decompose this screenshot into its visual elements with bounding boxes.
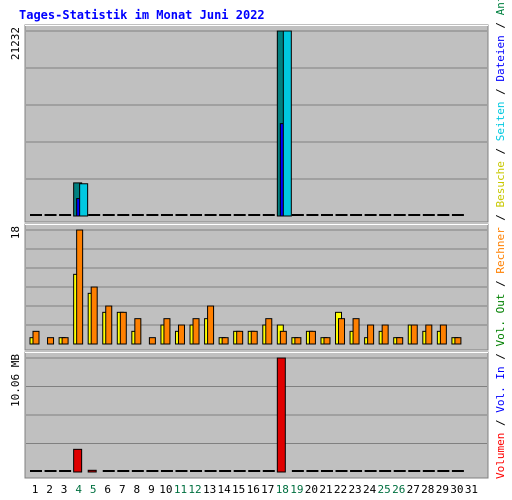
bar-rechner-day-27 <box>410 324 418 345</box>
x-tick-label-day-6: 6 <box>104 483 111 496</box>
x-tick-label-day-9: 9 <box>148 483 155 496</box>
bar-rechner-day-25 <box>381 324 389 345</box>
legend-item: Rechner <box>494 227 507 274</box>
bar-rechner-day-12 <box>192 318 200 345</box>
bar-rechner-day-2 <box>47 337 55 345</box>
x-tick-label-day-27: 27 <box>407 483 420 496</box>
legend-separator: / <box>494 413 507 433</box>
legend-item: Volumen <box>494 433 507 479</box>
legend-item: Seiten <box>494 101 507 141</box>
legend-separator: / <box>494 207 507 227</box>
bar-rechner-day-24 <box>367 324 375 345</box>
bar-volumen-day-4 <box>73 448 83 473</box>
legend-item: Vol. Out <box>494 294 507 347</box>
legend-item: Besuche <box>494 161 507 207</box>
panel-hits: 21232 <box>9 24 489 223</box>
bar-rechner-day-13 <box>207 305 215 345</box>
x-tick-label-day-25: 25 <box>378 483 391 496</box>
bar-rechner-day-20 <box>308 330 316 345</box>
panel-volume: 10.06 MB <box>9 351 489 479</box>
legend-separator: / <box>494 347 507 367</box>
bar-rechner-day-21 <box>323 337 331 345</box>
x-tick-label-day-3: 3 <box>61 483 68 496</box>
bar-rechner-day-14 <box>221 337 229 345</box>
x-tick-label-day-16: 16 <box>247 483 260 496</box>
panel-background <box>24 24 489 223</box>
x-tick-label-day-15: 15 <box>232 483 245 496</box>
panel-visits: 18 <box>9 223 489 351</box>
bar-rechner-day-1 <box>32 330 40 345</box>
x-tick-label-day-18: 18 <box>276 483 289 496</box>
x-tick-label-day-19: 19 <box>290 483 303 496</box>
legend-item: Anfragen <box>494 0 507 15</box>
x-tick-label-day-17: 17 <box>261 483 274 496</box>
legend: Volumen / Vol. In / Vol. Out / Rechner /… <box>494 0 507 479</box>
legend-item: Dateien <box>494 35 507 81</box>
x-tick-label-day-28: 28 <box>421 483 434 496</box>
x-tick-label-day-10: 10 <box>159 483 172 496</box>
bar-rechner-day-19 <box>294 337 302 345</box>
x-tick-label-day-8: 8 <box>134 483 141 496</box>
x-tick-label-day-22: 22 <box>334 483 347 496</box>
bar-rechner-day-11 <box>177 324 185 345</box>
bar-rechner-day-8 <box>134 318 142 345</box>
x-tick-label-day-21: 21 <box>319 483 332 496</box>
chart-title: Tages-Statistik im Monat Juni 2022 <box>19 8 265 22</box>
x-tick-label-day-11: 11 <box>174 483 187 496</box>
bar-rechner-day-22 <box>338 318 346 345</box>
bar-rechner-day-6 <box>105 305 113 345</box>
x-tick-label-day-13: 13 <box>203 483 216 496</box>
x-tick-label-day-7: 7 <box>119 483 126 496</box>
bar-rechner-day-17 <box>265 318 273 345</box>
bar-rechner-day-16 <box>250 330 258 345</box>
x-tick-label-day-2: 2 <box>46 483 53 496</box>
x-tick-label-day-24: 24 <box>363 483 377 496</box>
bar-rechner-day-5 <box>90 286 98 345</box>
legend-separator: / <box>494 82 507 102</box>
x-tick-label-day-5: 5 <box>90 483 97 496</box>
bar-rechner-day-28 <box>425 324 433 345</box>
bar-seiten-day-18 <box>282 30 292 217</box>
bar-rechner-day-10 <box>163 318 171 345</box>
bar-rechner-day-23 <box>352 318 360 345</box>
bar-rechner-day-26 <box>396 337 404 345</box>
legend-separator: / <box>494 274 507 294</box>
x-tick-label-day-4: 4 <box>75 483 82 496</box>
bar-rechner-day-18 <box>279 330 287 345</box>
bar-rechner-day-15 <box>236 330 244 345</box>
x-tick-label-day-31: 31 <box>465 483 478 496</box>
bar-rechner-day-30 <box>454 337 462 345</box>
bar-rechner-day-7 <box>119 311 127 345</box>
y-axis-max-label: 18 <box>9 226 22 239</box>
bar-rechner-day-3 <box>61 337 69 345</box>
x-tick-label-day-1: 1 <box>32 483 39 496</box>
bar-volumen-day-18 <box>276 357 286 473</box>
x-tick-label-day-14: 14 <box>218 483 232 496</box>
y-axis-max-label: 10.06 MB <box>9 354 22 407</box>
y-axis-max-label: 21232 <box>9 27 22 60</box>
bar-rechner-day-4 <box>76 229 84 345</box>
legend-separator: / <box>494 15 507 35</box>
legend-separator: / <box>494 141 507 161</box>
x-tick-label-day-30: 30 <box>450 483 463 496</box>
x-tick-label-day-23: 23 <box>348 483 361 496</box>
x-tick-label-day-12: 12 <box>188 483 201 496</box>
bar-volumen-day-5 <box>87 469 97 473</box>
x-tick-label-day-29: 29 <box>436 483 449 496</box>
bar-rechner-day-29 <box>439 324 447 345</box>
bar-rechner-day-9 <box>148 337 156 345</box>
x-tick-label-day-20: 20 <box>305 483 318 496</box>
legend-item: Vol. In <box>494 366 507 412</box>
x-tick-label-day-26: 26 <box>392 483 405 496</box>
bar-seiten-day-4 <box>79 183 89 217</box>
